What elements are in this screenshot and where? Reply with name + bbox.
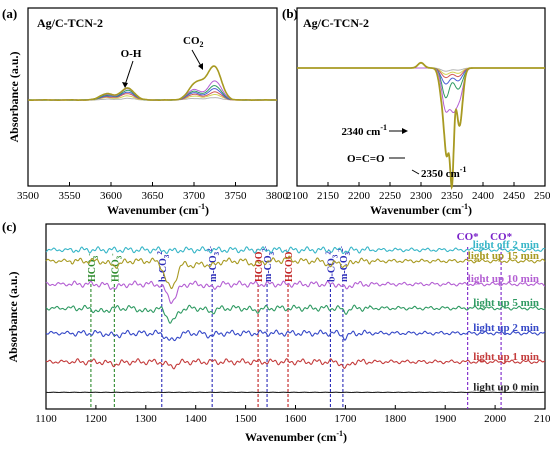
panel-c-x-ticks: 1100 1200 1300 1400 1500 1600 1700 1800 1900 2000… bbox=[35, 405, 550, 425]
panel-c-assignment-label: m-CO32- bbox=[337, 245, 352, 282]
panel-c-assignment-label: CO* bbox=[490, 231, 513, 243]
panel-b-series-line bbox=[297, 67, 545, 113]
panel-b-x-tick-label: 2300 bbox=[410, 190, 433, 202]
panel-c-legend-label: light up 15 min bbox=[468, 250, 539, 262]
panel-a-annotation-co2-arrow bbox=[191, 49, 202, 67]
panel-b-title: Ag/C-TCN-2 bbox=[303, 16, 369, 30]
panel-c-x-tick-label: 2000 bbox=[484, 413, 507, 425]
panel-c-series-line bbox=[45, 280, 545, 305]
panel-c-x-tick-label: 1100 bbox=[35, 413, 57, 425]
panel-b-series-line bbox=[297, 67, 545, 85]
panel-c-series-line bbox=[45, 304, 546, 324]
panel-a: (a) Ag/C-TCN-2 3500 3550 3600 3650 3700 3750 3… bbox=[2, 6, 289, 217]
panel-c-x-tick-label: 1900 bbox=[434, 413, 457, 425]
panel-c-x-tick-label: 1500 bbox=[235, 413, 258, 425]
panel-c-x-tick-label: 1800 bbox=[384, 413, 407, 425]
panel-c-assignment-label: HCOO- bbox=[282, 248, 295, 282]
panel-b-annotation-2340: 2340 cm-1 bbox=[342, 123, 387, 138]
panel-b-x-tick-label: 2350 bbox=[441, 190, 464, 202]
panel-a-series bbox=[27, 65, 278, 101]
panel-c-x-tick-label: 1300 bbox=[135, 413, 158, 425]
panel-b-series bbox=[297, 61, 545, 191]
panel-a-series-line bbox=[27, 88, 278, 101]
panel-b-xlabel: Wavenumber (cm-1) bbox=[370, 202, 472, 217]
panel-a-frame bbox=[27, 7, 278, 187]
panel-a-annotation-co2: CO2 bbox=[183, 35, 204, 49]
panel-c-ylabel: Absorbance (a.u.) bbox=[6, 271, 20, 362]
panel-b-series-line bbox=[297, 67, 545, 75]
panel-c-assignment-label: HCO3- bbox=[85, 253, 100, 282]
panel-c-series-line bbox=[45, 246, 546, 255]
panel-a-annotation-oh-arrowhead bbox=[122, 82, 128, 88]
panel-c-legend-label: light off 2 min bbox=[473, 239, 539, 251]
panel-a-x-tick-label: 3650 bbox=[142, 190, 165, 202]
panel-c-series bbox=[45, 246, 546, 394]
panel-c-assignment-label: b-CO32- bbox=[324, 248, 339, 282]
panel-c-series-line bbox=[45, 329, 546, 342]
panel-b-series-line bbox=[297, 67, 545, 99]
panel-a-x-tick-label: 3750 bbox=[225, 190, 248, 202]
panel-a-series-line bbox=[27, 65, 277, 101]
panel-b-annotation-oco: O=C=O bbox=[347, 153, 385, 165]
panel-b-x-tick-label: 2250 bbox=[379, 190, 402, 202]
panel-b-x-ticks: 2100 2150 2200 2250 2300 2350 2400 2450 2500 bbox=[286, 182, 550, 202]
panel-c-assignment-label: CO* bbox=[457, 231, 480, 243]
panel-c-series-line bbox=[45, 358, 545, 370]
panel-a-x-tick-label: 3600 bbox=[100, 190, 123, 202]
panel-a-x-tick-label: 3500 bbox=[17, 190, 40, 202]
panel-b-x-tick-label: 2100 bbox=[286, 190, 309, 202]
panel-c-legend-label: light up 1 min bbox=[473, 351, 539, 363]
panel-b-x-tick-label: 2400 bbox=[472, 190, 495, 202]
panel-c-assignment-label: HCO3- bbox=[108, 253, 123, 282]
panel-c-series-line bbox=[45, 255, 546, 290]
panel-c-xlabel: Wavenumber (cm-1) bbox=[245, 429, 347, 444]
panel-c-assignment-label: HCOO- bbox=[252, 248, 265, 282]
panel-c-x-tick-label: 2100 bbox=[534, 413, 550, 425]
panel-a-x-tick-label: 3800 bbox=[266, 190, 289, 202]
panel-a-x-tick-label: 3550 bbox=[59, 190, 82, 202]
panel-c-assignment-label: b-CO32- bbox=[156, 248, 171, 282]
panel-b-annotation-2350: 2350 cm-1 bbox=[421, 165, 466, 180]
panel-c-x-tick-label: 1400 bbox=[185, 413, 208, 425]
panel-b-frame bbox=[296, 7, 546, 187]
panel-a-title: Ag/C-TCN-2 bbox=[37, 16, 103, 30]
panel-a-series-line bbox=[28, 80, 278, 101]
panel-c-legend-label: light up 0 min bbox=[473, 381, 539, 393]
panel-c-label: (c) bbox=[2, 219, 16, 234]
panel-a-ylabel: Absorbance (a.u.) bbox=[7, 51, 21, 142]
panel-a-x-tick-label: 3700 bbox=[183, 190, 206, 202]
panel-a-annotation-oh-arrow bbox=[124, 60, 134, 86]
panel-c-legend-label: light up 2 min bbox=[473, 322, 539, 334]
panel-b: (b) Ag/C-TCN-2 2100 2150 2200 2250 2300 2350 2… bbox=[282, 6, 550, 217]
panel-c-assignment-lines: HCO3-HCO3-b-CO32-m-CO32-HCOO-m-CO32-HCOO… bbox=[85, 231, 513, 409]
panel-a-label: (a) bbox=[2, 6, 17, 21]
panel-c-assignment-label: m-CO32- bbox=[261, 245, 276, 282]
panel-c: (c) HCO3-HCO3-b-CO32-m-CO32-HCOO-m-CO32-… bbox=[2, 219, 550, 444]
panel-b-label: (b) bbox=[282, 6, 298, 21]
panel-b-annotation-2340-arrowhead bbox=[402, 128, 408, 134]
panel-b-x-tick-label: 2500 bbox=[534, 190, 550, 202]
panel-a-annotation-oh: O-H bbox=[121, 48, 142, 60]
panel-c-x-tick-label: 1200 bbox=[85, 413, 108, 425]
panel-b-x-tick-label: 2150 bbox=[317, 190, 340, 202]
panel-b-x-tick-label: 2450 bbox=[503, 190, 526, 202]
panel-a-series-line bbox=[27, 85, 278, 101]
panel-b-series-line bbox=[297, 67, 545, 79]
panel-b-annotation-2350-line bbox=[411, 169, 420, 175]
panel-c-assignment-label: m-CO32- bbox=[206, 245, 221, 282]
panel-c-legend-label: light up 5 min bbox=[473, 297, 539, 309]
panel-a-annotation-co2-arrowhead bbox=[198, 63, 203, 70]
panel-c-x-tick-label: 1700 bbox=[334, 413, 357, 425]
panel-a-x-ticks: 3500 3550 3600 3650 3700 3750 3800 bbox=[17, 182, 289, 202]
panel-c-x-tick-label: 1600 bbox=[285, 413, 308, 425]
panel-a-xlabel: Wavenumber (cm-1) bbox=[107, 202, 209, 217]
panel-c-legend-label: light up 10 min bbox=[468, 273, 539, 285]
panel-b-x-tick-label: 2200 bbox=[348, 190, 371, 202]
panel-a-series-line bbox=[28, 91, 278, 101]
panel-b-series-line bbox=[297, 61, 545, 191]
